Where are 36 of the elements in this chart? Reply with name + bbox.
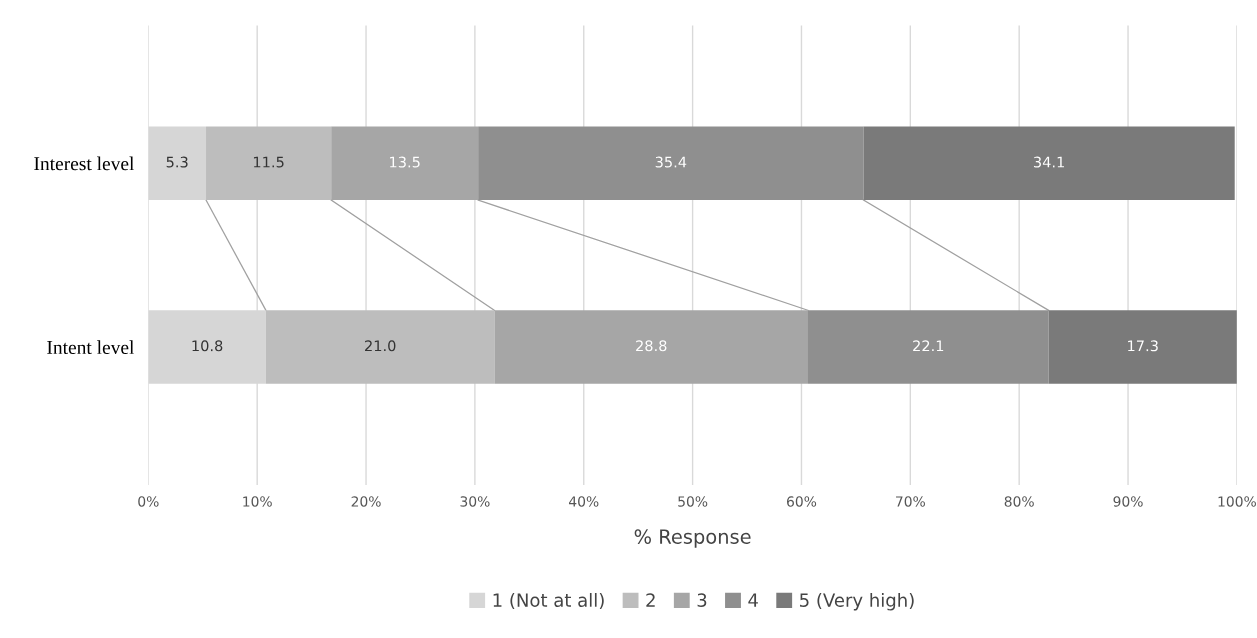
legend-label: 2 <box>646 593 655 607</box>
bar <box>148 126 207 201</box>
x-tick-label: 10% <box>243 496 272 507</box>
data-label: 11.5 <box>253 156 284 168</box>
bar <box>807 310 1049 384</box>
bar <box>206 126 332 201</box>
data-label: 21.0 <box>365 340 396 352</box>
data-label: 22.1 <box>913 340 944 352</box>
x-tick-label: 30% <box>460 496 490 507</box>
bar <box>265 310 495 384</box>
legend-label: 4 <box>748 593 758 607</box>
y-tick-label: Interest level <box>34 156 135 171</box>
x-tick-label: 60% <box>787 496 817 507</box>
x-tick-label: 70% <box>896 496 925 507</box>
legend-label: 1 (Not at all) <box>493 593 604 610</box>
x-tick-label: 40% <box>568 496 599 507</box>
data-label: 34.1 <box>1033 156 1064 168</box>
legend-label: 3 <box>697 593 707 607</box>
x-tick-label: 80% <box>1004 496 1034 507</box>
bar <box>863 126 1235 201</box>
data-label: 5.3 <box>166 156 188 168</box>
legend-label: 5 (Very high) <box>800 593 914 611</box>
x-tick-label: 0% <box>138 496 159 507</box>
data-label: 10.8 <box>192 340 223 352</box>
data-label: 28.8 <box>636 340 667 352</box>
x-axis-title: % Response <box>634 529 751 548</box>
data-label: 17.3 <box>1128 340 1158 352</box>
bar <box>1048 310 1237 384</box>
y-tick-label: Intent level <box>47 340 135 355</box>
bar <box>478 126 864 201</box>
x-tick-label: 100% <box>1218 496 1256 507</box>
data-label: 13.5 <box>390 156 420 168</box>
x-tick-label: 50% <box>678 496 708 507</box>
data-label: 35.4 <box>655 156 687 168</box>
x-tick-label: 90% <box>1113 496 1143 507</box>
x-tick-label: 20% <box>351 496 381 507</box>
